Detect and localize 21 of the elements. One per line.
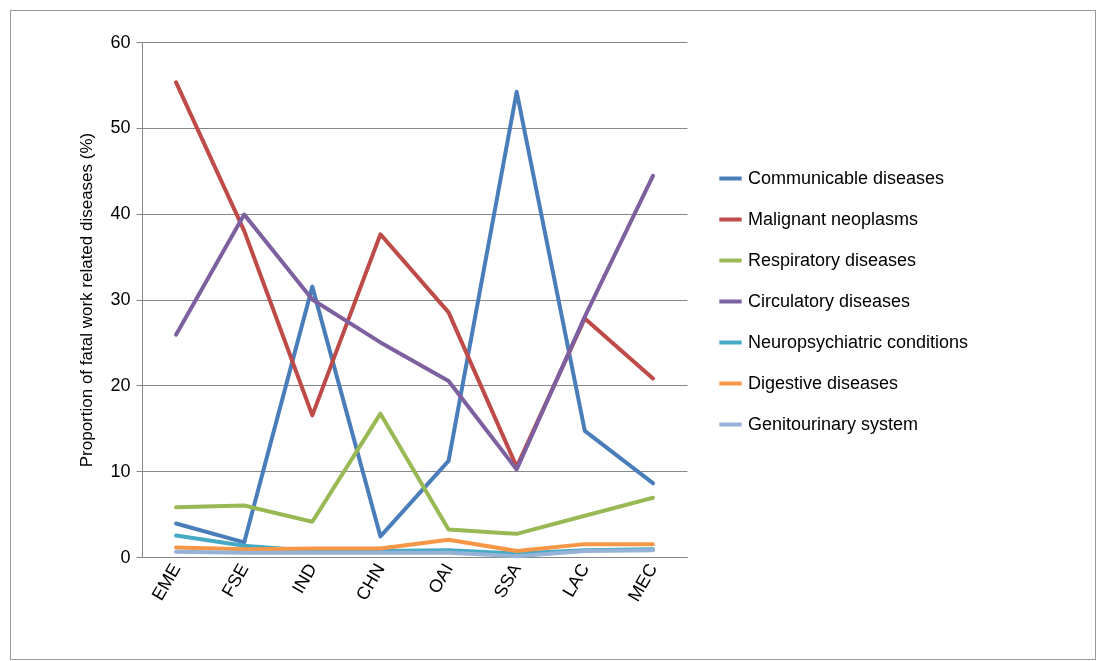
legend-label: Malignant neoplasms — [748, 208, 919, 229]
y-tick-label: 60 — [110, 31, 131, 52]
y-tick-label: 0 — [120, 546, 131, 567]
y-tick-label: 10 — [110, 460, 131, 481]
y-tick-label: 50 — [110, 117, 131, 138]
legend-label: Digestive diseases — [748, 372, 899, 393]
line-series — [174, 173, 655, 472]
legend-label: Genitourinary system — [748, 413, 919, 434]
line-series — [174, 548, 655, 559]
line-series — [174, 411, 655, 536]
legend-label: Circulatory diseases — [748, 290, 911, 311]
y-tick-label: 40 — [110, 203, 131, 224]
x-tick-label: OAI — [424, 560, 457, 597]
line-series — [174, 89, 655, 545]
legend-label: Respiratory diseases — [748, 249, 917, 270]
legend-label: Neuropsychiatric conditions — [748, 331, 969, 352]
legend-label: Communicable diseases — [748, 167, 945, 188]
y-axis-title: Proportion of fatal work related diseases (%) — [77, 132, 97, 468]
y-tick-label: 20 — [110, 374, 131, 395]
y-tick-label: 30 — [110, 289, 131, 309]
x-tick-label: IND — [287, 560, 321, 597]
